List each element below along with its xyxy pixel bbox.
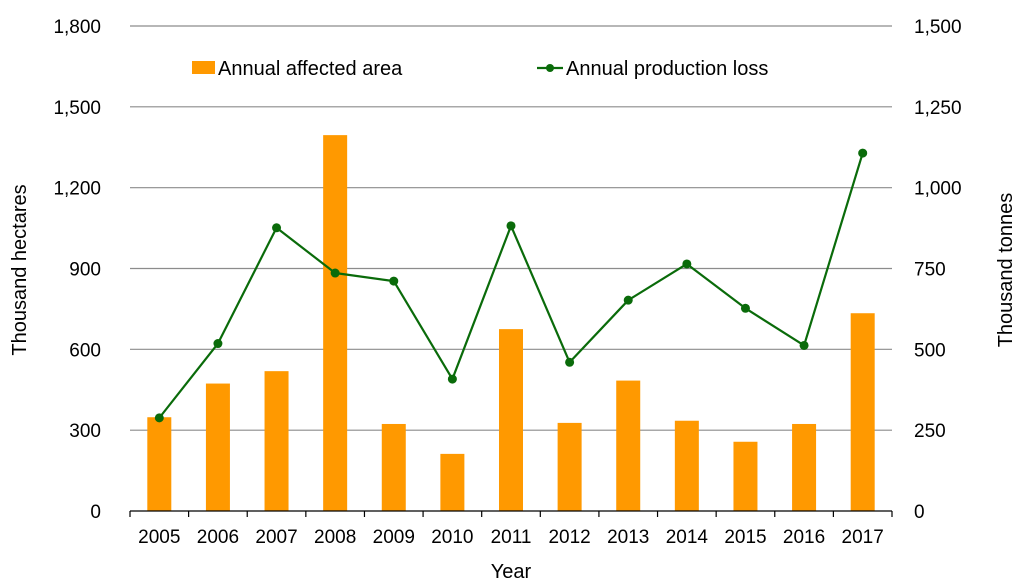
bar-2011 bbox=[499, 329, 523, 511]
line-annual-production-loss bbox=[154, 148, 868, 423]
bar-2016 bbox=[792, 423, 817, 511]
y-left-tick-label: 300 bbox=[69, 421, 101, 442]
point-2016 bbox=[799, 340, 809, 350]
point-2014 bbox=[682, 259, 692, 269]
x-tick-label: 2015 bbox=[724, 527, 766, 548]
bar-2008 bbox=[323, 135, 348, 511]
bar-2009 bbox=[381, 423, 406, 511]
bar-2006 bbox=[205, 383, 230, 511]
x-tick-label: 2016 bbox=[783, 527, 825, 548]
y-axis-left-title: Thousand hectares bbox=[9, 184, 31, 355]
point-2006 bbox=[213, 339, 223, 349]
y-left-tick-label: 1,200 bbox=[53, 179, 101, 200]
x-tick-label: 2009 bbox=[373, 527, 415, 548]
point-2009 bbox=[389, 276, 399, 286]
point-2013 bbox=[623, 295, 633, 305]
y-right-tick-label: 750 bbox=[914, 260, 946, 281]
point-2012 bbox=[565, 357, 575, 367]
y-axis-right-title: Thousand tonnes bbox=[995, 193, 1017, 348]
x-axis: 2005 2006 2007 2008 2009 2010 2011 2012 2013 2014… bbox=[129, 510, 893, 548]
point-2017 bbox=[858, 148, 868, 158]
y-right-tick-label: 1,000 bbox=[914, 179, 962, 200]
bar-2015 bbox=[733, 441, 758, 511]
y-left-tick-label: 0 bbox=[90, 502, 101, 523]
y-left-tick-label: 1,500 bbox=[53, 98, 101, 119]
y-axis-left: 0 300 600 900 1,200 1,500 1,800 bbox=[53, 17, 101, 523]
legend-label-annual-production-loss: Annual production loss bbox=[566, 58, 768, 80]
y-right-tick-label: 500 bbox=[914, 340, 946, 361]
x-tick-label: 2017 bbox=[842, 527, 884, 548]
bar-2014 bbox=[674, 420, 699, 511]
y-right-tick-label: 0 bbox=[914, 502, 925, 523]
point-2007 bbox=[272, 223, 282, 233]
legend: Annual affected area Annual production l… bbox=[192, 58, 768, 80]
point-2008 bbox=[330, 268, 340, 278]
legend-swatch-annual-affected-area bbox=[192, 61, 215, 74]
y-left-tick-label: 600 bbox=[69, 340, 101, 361]
point-2010 bbox=[447, 374, 457, 384]
x-tick-label: 2006 bbox=[197, 527, 239, 548]
x-tick-label: 2012 bbox=[548, 527, 590, 548]
x-tick-label: 2013 bbox=[607, 527, 649, 548]
legend-marker-annual-production-loss bbox=[546, 64, 554, 72]
y-right-tick-label: 1,500 bbox=[914, 17, 962, 38]
bar-2017 bbox=[850, 313, 875, 511]
x-tick-label: 2008 bbox=[314, 527, 356, 548]
point-2015 bbox=[740, 303, 750, 313]
x-tick-label: 2005 bbox=[138, 527, 180, 548]
bar-2012 bbox=[557, 422, 582, 511]
bar-2013 bbox=[616, 380, 641, 511]
bars-annual-affected-area bbox=[147, 135, 875, 511]
y-left-tick-label: 1,800 bbox=[53, 17, 101, 38]
y-axis-right: 0 250 500 750 1,000 1,250 1,500 bbox=[914, 17, 962, 523]
bar-2007 bbox=[264, 371, 289, 511]
x-tick-label: 2010 bbox=[431, 527, 473, 548]
legend-label-annual-affected-area: Annual affected area bbox=[218, 58, 403, 80]
point-2011 bbox=[506, 221, 516, 231]
y-left-tick-label: 900 bbox=[69, 260, 101, 281]
y-right-tick-label: 1,250 bbox=[914, 98, 962, 119]
point-2005 bbox=[154, 413, 164, 423]
bar-2010 bbox=[440, 453, 465, 511]
x-tick-label: 2014 bbox=[666, 527, 709, 548]
bar-2005 bbox=[147, 417, 172, 511]
x-tick-label: 2011 bbox=[491, 527, 532, 548]
y-right-tick-label: 250 bbox=[914, 421, 946, 442]
x-axis-title: Year bbox=[491, 561, 532, 583]
x-tick-label: 2007 bbox=[255, 527, 297, 548]
